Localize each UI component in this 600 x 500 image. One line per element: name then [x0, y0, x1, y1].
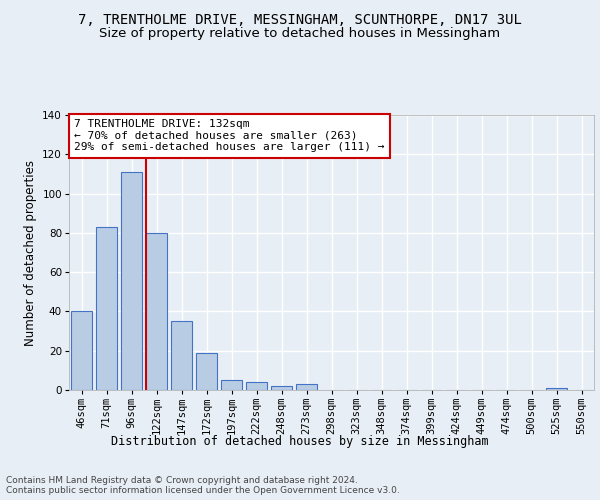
- Text: Size of property relative to detached houses in Messingham: Size of property relative to detached ho…: [100, 28, 500, 40]
- Text: Contains HM Land Registry data © Crown copyright and database right 2024.
Contai: Contains HM Land Registry data © Crown c…: [6, 476, 400, 495]
- Bar: [71, 312, 92, 390]
- Text: 7, TRENTHOLME DRIVE, MESSINGHAM, SCUNTHORPE, DN17 3UL: 7, TRENTHOLME DRIVE, MESSINGHAM, SCUNTHO…: [78, 12, 522, 26]
- Text: 7 TRENTHOLME DRIVE: 132sqm
← 70% of detached houses are smaller (263)
29% of sem: 7 TRENTHOLME DRIVE: 132sqm ← 70% of deta…: [74, 119, 385, 152]
- Y-axis label: Number of detached properties: Number of detached properties: [24, 160, 37, 346]
- Bar: [246, 382, 267, 390]
- Bar: [121, 172, 142, 390]
- Bar: [96, 227, 117, 390]
- Bar: [221, 380, 242, 390]
- Bar: [196, 352, 217, 390]
- Bar: [171, 322, 192, 390]
- Bar: [271, 386, 292, 390]
- Bar: [146, 233, 167, 390]
- Bar: [546, 388, 567, 390]
- Text: Distribution of detached houses by size in Messingham: Distribution of detached houses by size …: [111, 435, 489, 448]
- Bar: [296, 384, 317, 390]
